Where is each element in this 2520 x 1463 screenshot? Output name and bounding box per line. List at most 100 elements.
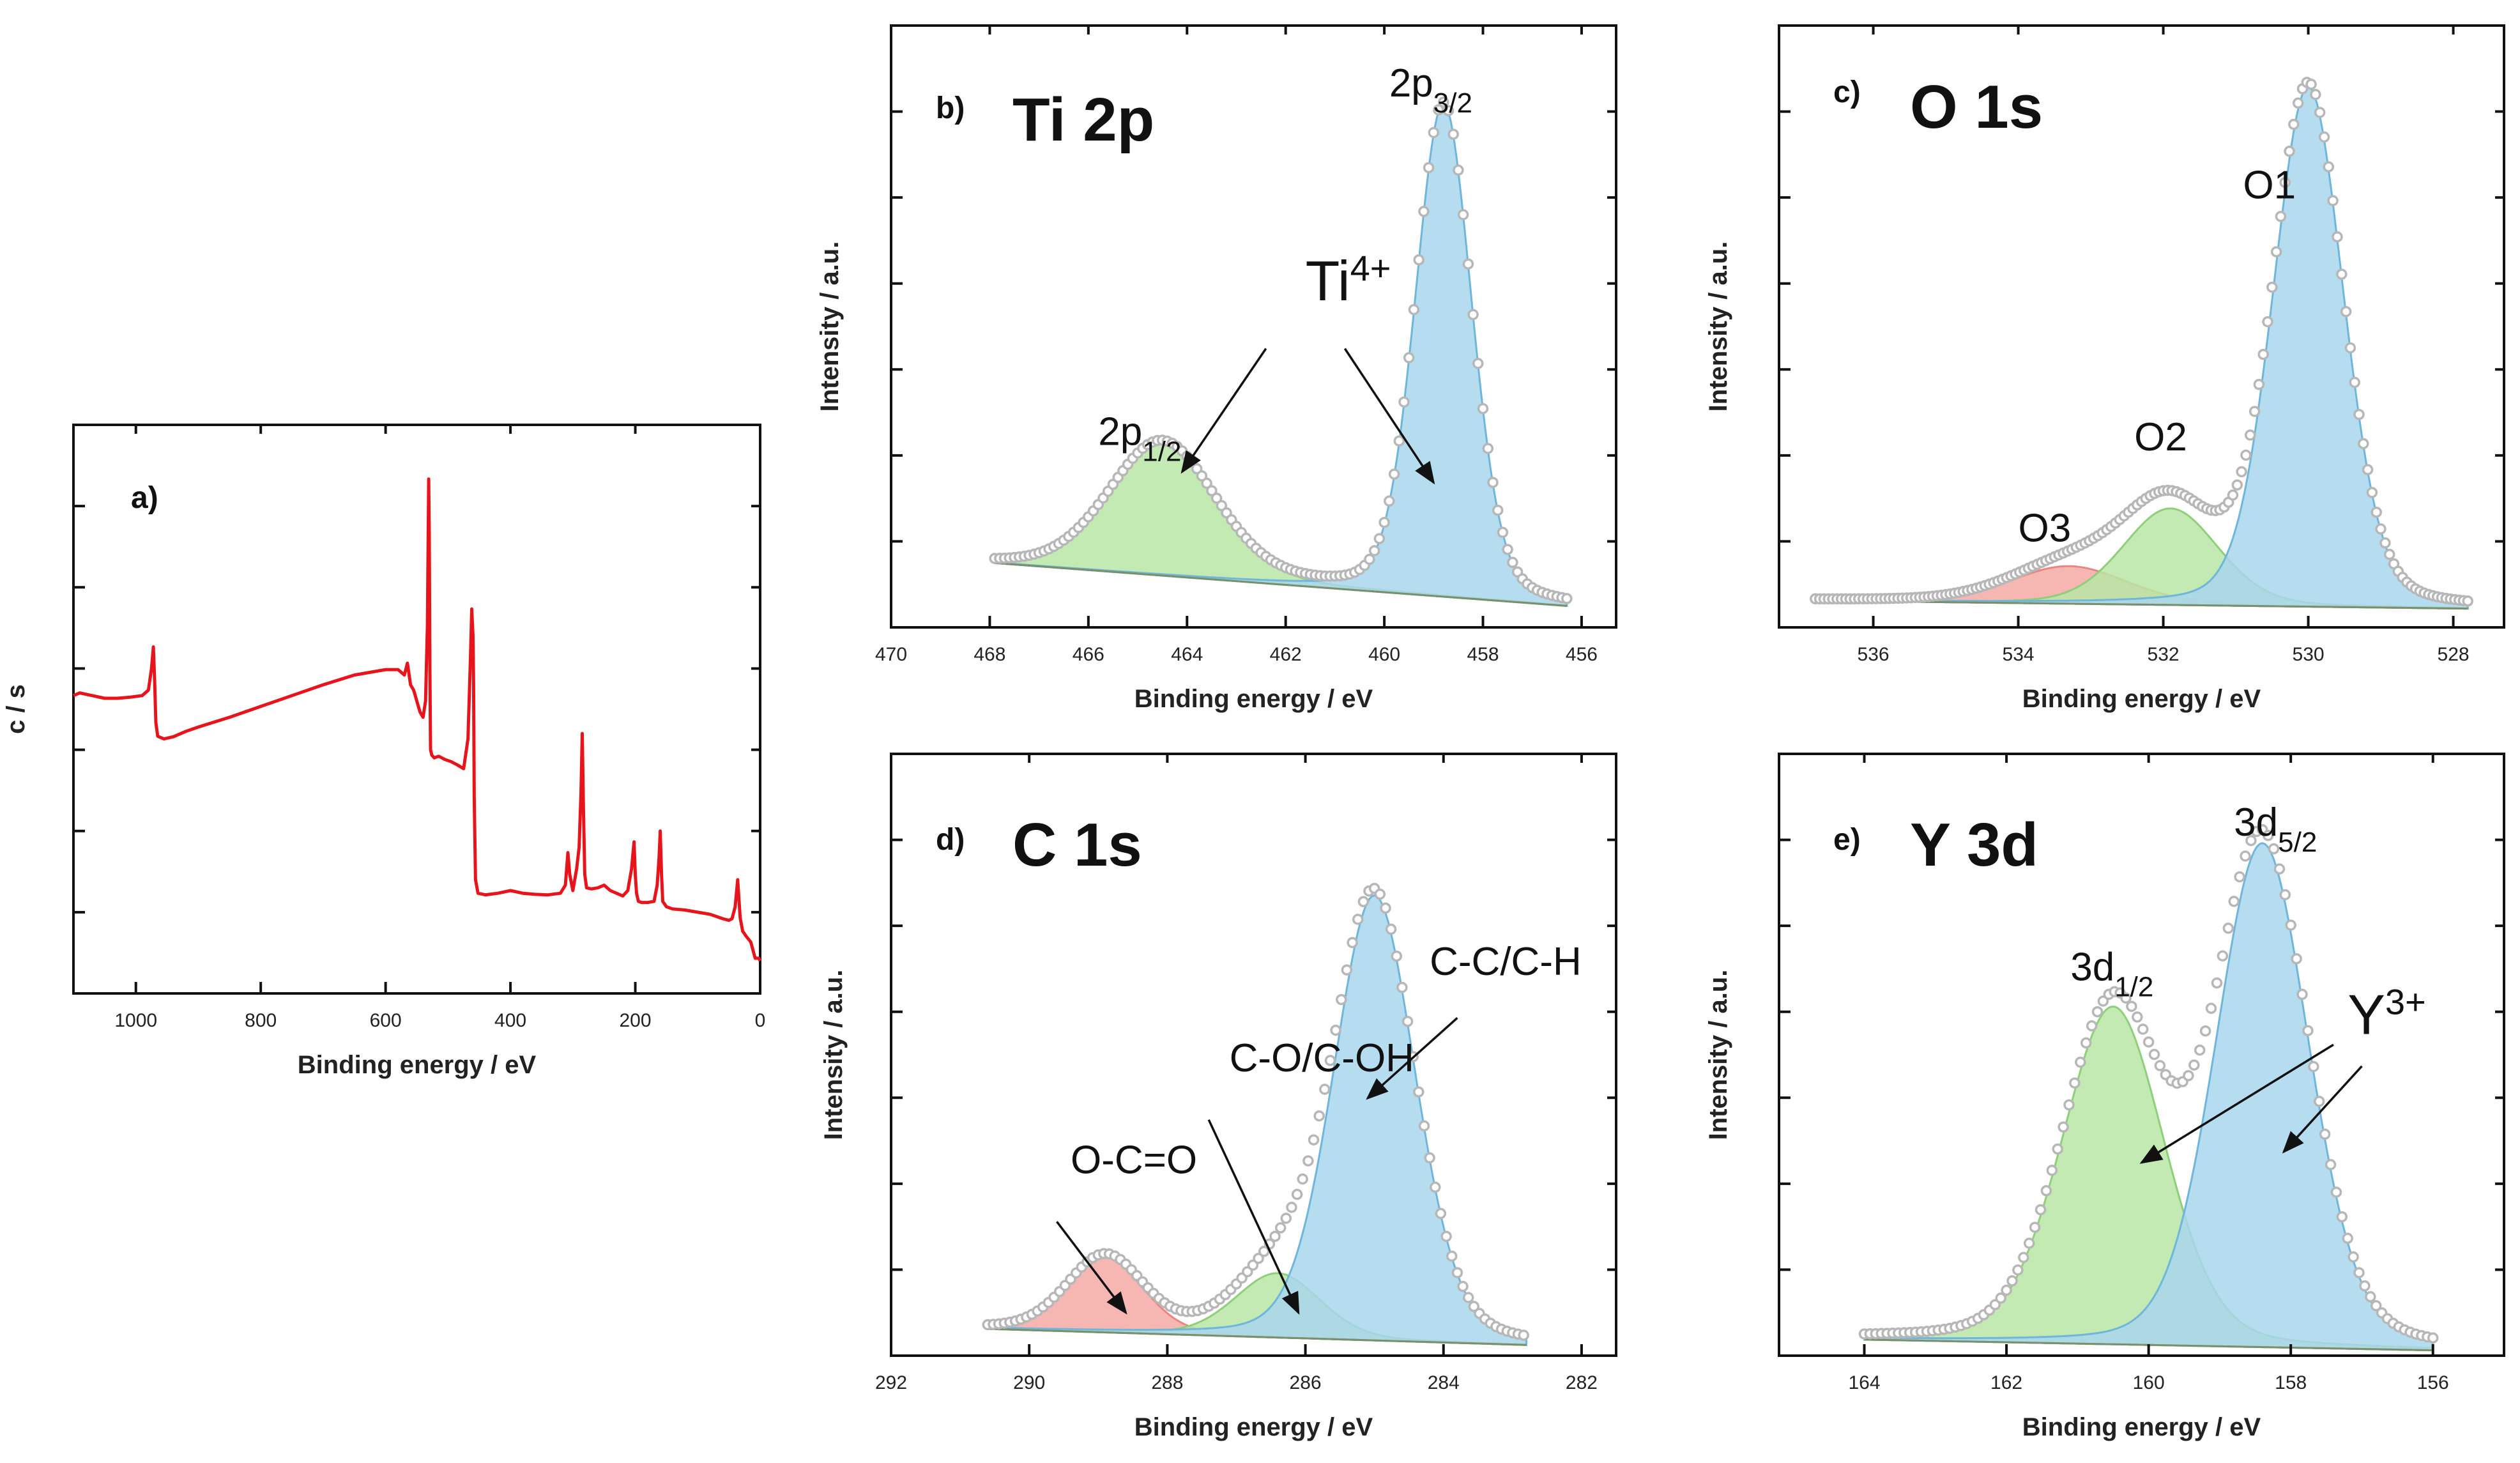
exp-point-e-24 — [1995, 1292, 2006, 1304]
exp-point-d-65 — [1341, 964, 1353, 976]
x-tick-label-c-2: 532 — [2148, 644, 2180, 665]
exp-point-e-87 — [2353, 1267, 2365, 1278]
exp-point-d-74 — [1391, 950, 1403, 962]
panel-label-d: d) — [936, 823, 965, 857]
exp-point-e-63 — [2217, 950, 2229, 961]
exp-point-e-31 — [2035, 1204, 2047, 1216]
exp-point-d-84 — [1446, 1250, 1458, 1262]
x-tick-label-d-5: 282 — [1566, 1372, 1598, 1393]
exp-point-b-92 — [1442, 105, 1455, 116]
exp-point-c-101 — [2249, 406, 2261, 417]
exp-point-e-33 — [2046, 1165, 2058, 1176]
exp-point-e-42 — [2097, 995, 2109, 1007]
exp-point-d-55 — [1286, 1202, 1297, 1213]
exp-point-d-60 — [1313, 1110, 1325, 1122]
exp-point-c-128 — [2366, 487, 2378, 498]
exp-point-d-68 — [1357, 896, 1370, 908]
exp-point-c-111 — [2292, 97, 2304, 109]
exp-point-e-39 — [2080, 1037, 2092, 1049]
x-tick-label-d-1: 290 — [1013, 1372, 1045, 1393]
exp-point-c-119 — [2327, 195, 2339, 206]
panels-group: 1000 800 600 400 200 0 a) Binding energy / eV c … — [2, 24, 2505, 1441]
x-tick-label-a-0: 1000 — [114, 1010, 157, 1031]
x-tick-label-e-3: 158 — [2275, 1372, 2307, 1393]
y-axis-title-d: Intensity / a.u. — [820, 970, 848, 1140]
annotation-b-1: 2p3/2 — [1389, 61, 1472, 119]
exp-point-e-49 — [2137, 1023, 2149, 1035]
exp-point-c-132 — [2383, 549, 2395, 560]
exp-point-c-120 — [2332, 231, 2343, 243]
panel-title-c: O 1s — [1910, 73, 2043, 141]
x-tick-label-d-2: 288 — [1151, 1372, 1183, 1393]
exp-point-e-59 — [2194, 1044, 2206, 1056]
exp-point-d-75 — [1396, 981, 1408, 993]
annotation-c-0: O1 — [2243, 164, 2296, 208]
exp-point-d-73 — [1385, 923, 1397, 935]
exp-point-b-91 — [1438, 96, 1449, 108]
x-tick-label-a-3: 400 — [494, 1010, 526, 1031]
annotation-c-1: O2 — [2134, 415, 2187, 459]
exp-point-b-81 — [1388, 468, 1400, 480]
x-tick-label-d-4: 284 — [1428, 1372, 1460, 1393]
exp-point-d-97 — [1518, 1329, 1529, 1341]
exp-point-e-27 — [2012, 1264, 2024, 1276]
x-tick-label-c-0: 536 — [1858, 644, 1890, 665]
annotation-e-2: Y3+ — [2348, 981, 2426, 1046]
annotation-d-0: C-C/C-H — [1430, 940, 1582, 984]
exp-point-c-108 — [2279, 176, 2291, 188]
exp-point-e-58 — [2188, 1059, 2200, 1071]
arrow-d-0 — [1366, 1016, 1458, 1100]
exp-point-b-84 — [1403, 352, 1415, 364]
exp-point-d-57 — [1297, 1173, 1308, 1185]
exp-point-e-57 — [2183, 1069, 2194, 1082]
exp-point-d-88 — [1468, 1301, 1480, 1312]
exp-point-c-123 — [2344, 342, 2356, 354]
exp-point-b-76 — [1364, 553, 1375, 565]
exp-point-b-102 — [1492, 504, 1504, 516]
panel-label-b: b) — [936, 91, 965, 125]
exp-point-e-67 — [2240, 850, 2251, 862]
exp-point-c-150 — [2462, 595, 2473, 607]
x-tick-label-a-5: 0 — [755, 1010, 766, 1031]
x-axis-title-d: Binding energy / eV — [1134, 1413, 1373, 1441]
panel-title-e: Y 3d — [1910, 811, 2038, 879]
exp-point-b-82 — [1393, 435, 1405, 447]
exp-point-e-72 — [2268, 843, 2280, 855]
exp-point-e-40 — [2086, 1020, 2098, 1032]
exp-point-c-124 — [2349, 376, 2360, 388]
panel-label-c: c) — [1833, 75, 1861, 109]
exp-point-e-46 — [2120, 992, 2132, 1004]
exp-point-e-81 — [2319, 1128, 2331, 1140]
exp-point-b-116 — [1561, 593, 1573, 604]
exp-point-b-101 — [1487, 477, 1499, 488]
exp-point-d-86 — [1457, 1280, 1469, 1292]
exp-point-e-47 — [2126, 1000, 2137, 1012]
exp-point-c-102 — [2253, 379, 2265, 390]
exp-point-d-54 — [1280, 1213, 1292, 1224]
exp-point-d-67 — [1352, 914, 1364, 925]
exp-point-e-25 — [2001, 1284, 2012, 1296]
exp-point-e-28 — [2018, 1252, 2029, 1264]
exp-point-c-121 — [2336, 268, 2348, 280]
exp-point-c-130 — [2375, 523, 2386, 535]
exp-point-b-77 — [1368, 545, 1380, 556]
exp-point-e-37 — [2069, 1077, 2081, 1089]
exp-point-e-34 — [2052, 1143, 2063, 1155]
exp-point-c-104 — [2262, 316, 2273, 328]
exp-point-d-62 — [1324, 1055, 1336, 1066]
exp-point-d-49 — [1253, 1252, 1264, 1264]
exp-point-e-75 — [2285, 919, 2296, 931]
exp-point-b-79 — [1378, 516, 1390, 528]
exp-point-e-62 — [2211, 977, 2223, 989]
panel-e: 164 162 160 158 156 3d5/2 3d1/2 Y3+ e) Y 3d Bindin… — [1704, 753, 2505, 1441]
arrow-e-1 — [2282, 1065, 2363, 1154]
exp-point-e-32 — [2040, 1185, 2052, 1197]
exp-point-c-100 — [2244, 429, 2256, 441]
exp-point-e-76 — [2291, 953, 2302, 965]
exp-point-d-58 — [1302, 1155, 1314, 1167]
exp-point-c-116 — [2314, 107, 2326, 118]
x-tick-label-e-1: 162 — [1990, 1372, 2022, 1393]
exp-point-c-107 — [2275, 211, 2287, 222]
exp-point-d-66 — [1347, 937, 1358, 949]
